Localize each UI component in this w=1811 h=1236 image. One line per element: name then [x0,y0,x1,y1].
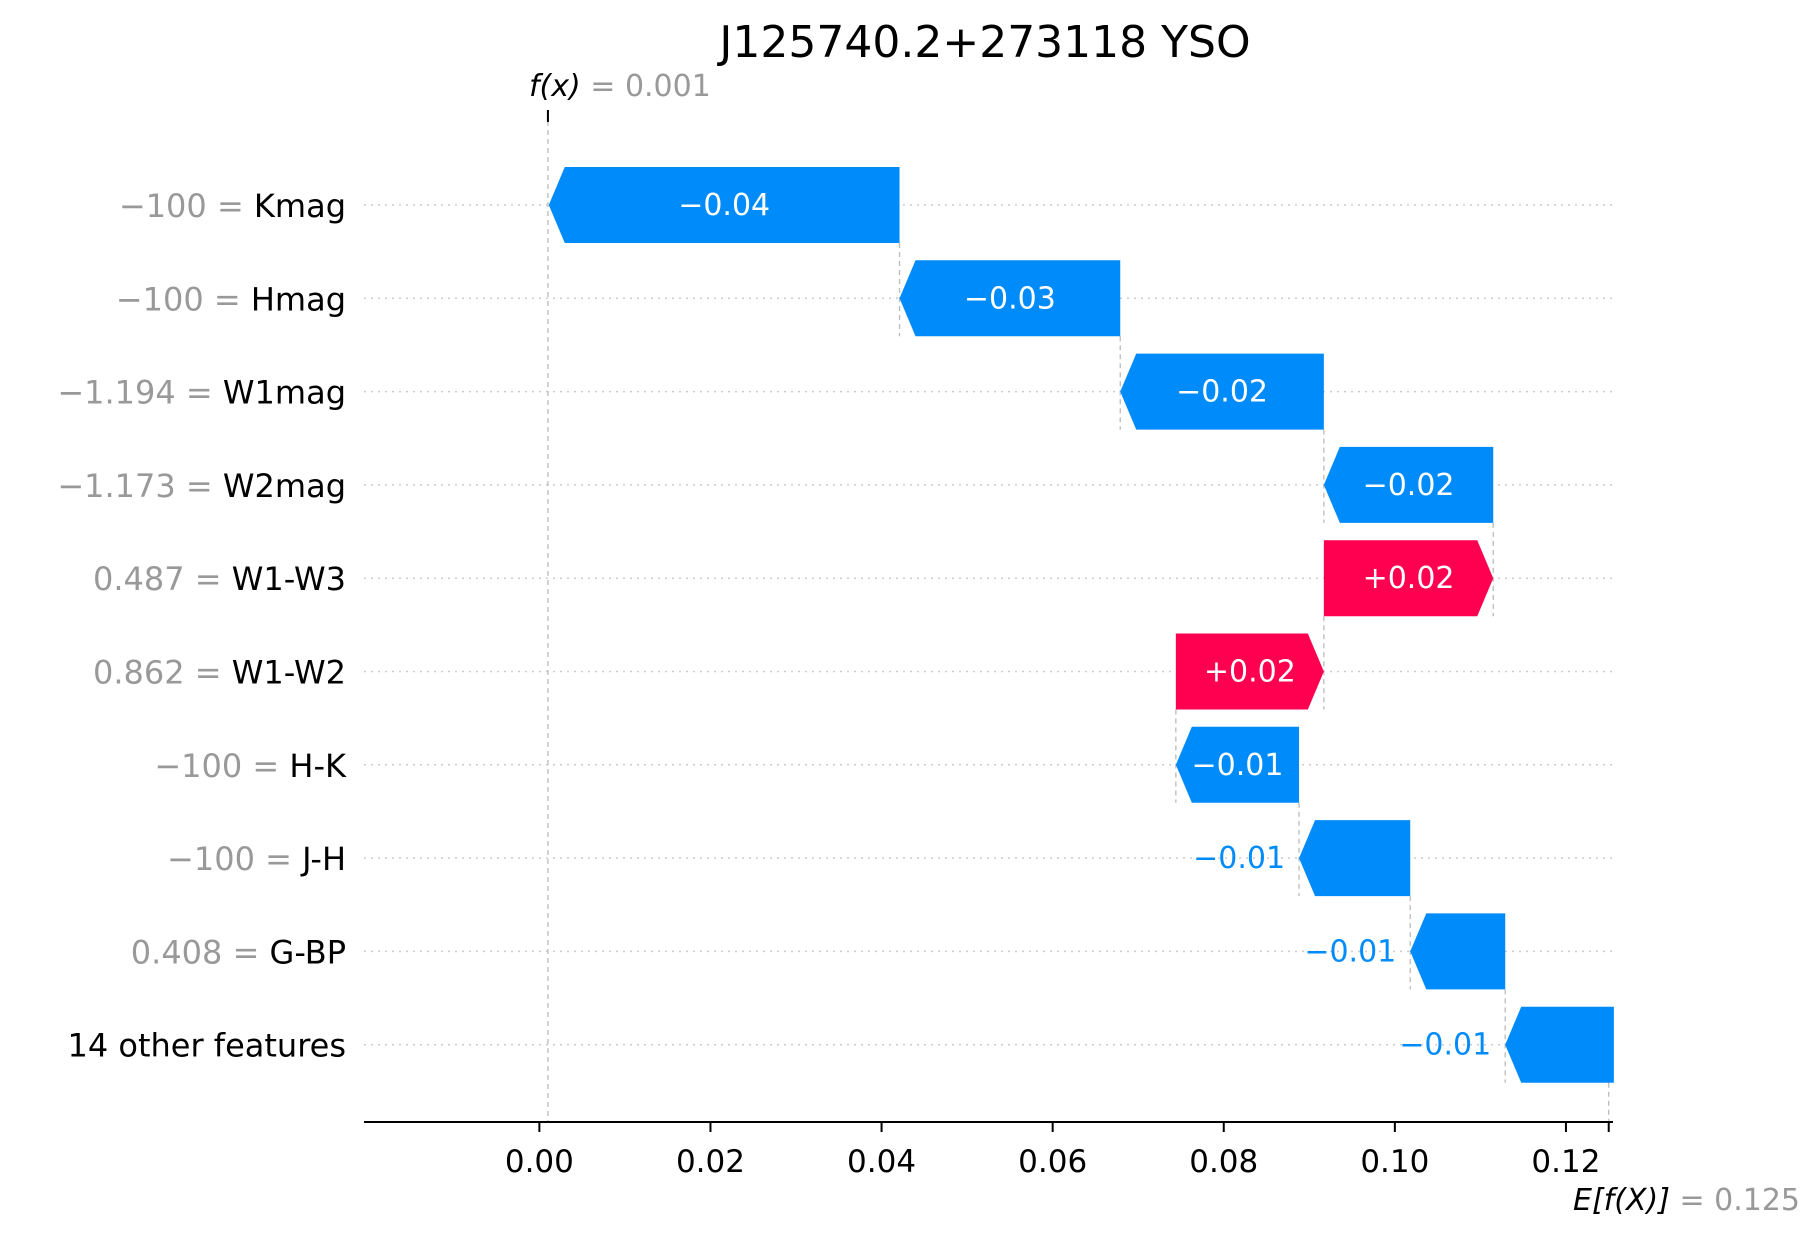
feature-label: 0.408 = G-BP [131,933,346,971]
bar-label: −0.01 [1193,841,1285,876]
feature-value: −100 = [119,187,254,225]
x-tick-label: 0.12 [1531,1144,1600,1180]
feature-labels: −100 = Kmag−100 = Hmag−1.194 = W1mag−1.1… [57,187,347,1065]
bar-Hmag [899,260,1121,337]
x-tick-label: 0.10 [1360,1144,1429,1180]
feature-name: W2mag [223,467,346,505]
bar-label: −0.02 [1176,375,1268,410]
feature-label: −100 = H-K [154,747,347,785]
bar-J-H [1299,820,1411,897]
bar-W1mag [1120,353,1324,430]
feature-value: 0.487 = [93,560,232,598]
bar-labels: −0.04 −0.03 −0.02 −0.02 +0.02 +0.02 −0.01 −0.01… [678,188,1491,1063]
efx-annotation: E[f(X)] = 0.125 [1573,1183,1800,1218]
feature-value: −100 = [154,747,289,785]
x-tick-label: 0.08 [1189,1144,1258,1180]
fx-annotation: f(x) = 0.001 [529,69,711,104]
feature-label: −100 = Hmag [116,280,346,318]
feature-name: W1-W2 [232,654,346,692]
feature-label: −100 = J-H [167,840,346,878]
feature-label: −100 = Kmag [119,187,346,225]
chart-title: J125740.2+273118 YSO [716,17,1250,68]
bar-label: −0.01 [1304,934,1396,969]
x-tick-label: 0.00 [505,1144,574,1180]
feature-value: −1.173 = [57,467,223,505]
feature-label: −1.173 = W2mag [57,467,346,505]
feature-name: H-K [289,747,347,785]
feature-name: 14 other features [67,1027,346,1065]
bar-G-BP [1410,913,1506,990]
feature-label: 14 other features [67,1027,346,1065]
connector-lines [546,110,1610,1122]
bar-label: −0.02 [1363,468,1455,503]
feature-name: W1-W3 [232,560,346,598]
x-axis: 0.00 0.02 0.04 0.06 0.08 0.10 0.12 [364,1121,1613,1180]
bar-H-K [1175,726,1300,803]
bar-label: −0.01 [1399,1028,1491,1063]
annotations: f(x) = 0.001 E[f(X)] = 0.125 [529,69,1800,1218]
feature-name: J-H [300,840,346,878]
bar-label: +0.02 [1363,561,1455,596]
bar-label: −0.01 [1191,748,1283,783]
feature-name: W1mag [223,374,346,412]
bar-W1-W3 [1323,540,1494,617]
bar-label: −0.04 [678,188,770,223]
feature-label: −1.194 = W1mag [57,374,346,412]
feature-value: −1.194 = [57,374,223,412]
bar-label: −0.03 [964,281,1056,316]
bar-14 other features [1505,1006,1614,1083]
feature-name: G-BP [270,933,346,971]
bars [548,167,1614,1083]
feature-name: Hmag [251,280,346,318]
feature-value: −100 = [116,280,251,318]
x-tick-label: 0.06 [1018,1144,1087,1180]
feature-value: 0.862 = [93,654,232,692]
feature-label: 0.862 = W1-W2 [93,654,346,692]
feature-value: 0.408 = [131,933,270,971]
feature-value: −100 = [167,840,302,878]
bar-W2mag [1323,446,1494,523]
x-tick-label: 0.02 [676,1144,745,1180]
feature-label: 0.487 = W1-W3 [93,560,346,598]
bar-W1-W2 [1175,633,1324,710]
x-tick-label: 0.04 [847,1144,916,1180]
bar-label: +0.02 [1204,655,1296,690]
bar-Kmag [548,167,900,243]
feature-name: Kmag [254,187,346,225]
